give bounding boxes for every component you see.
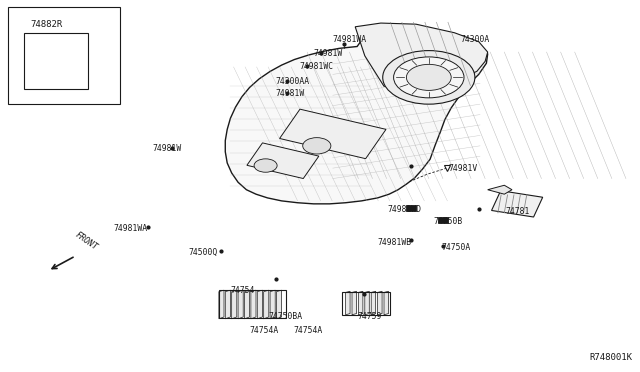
Polygon shape bbox=[371, 291, 376, 315]
Text: 74981WB: 74981WB bbox=[378, 238, 412, 247]
Text: 74981WA: 74981WA bbox=[333, 35, 367, 44]
Polygon shape bbox=[488, 185, 512, 194]
Polygon shape bbox=[257, 290, 262, 319]
Text: 74882R: 74882R bbox=[31, 20, 63, 29]
Text: 74759: 74759 bbox=[357, 312, 381, 321]
Text: 74981W: 74981W bbox=[314, 49, 343, 58]
Circle shape bbox=[394, 57, 464, 98]
Polygon shape bbox=[384, 291, 388, 315]
Text: R748001K: R748001K bbox=[589, 353, 632, 362]
Text: 74300A: 74300A bbox=[461, 35, 490, 44]
Polygon shape bbox=[276, 290, 282, 319]
Text: 74754: 74754 bbox=[230, 286, 255, 295]
Text: 74781: 74781 bbox=[506, 207, 530, 216]
Text: 74981WA: 74981WA bbox=[114, 224, 148, 233]
Polygon shape bbox=[355, 23, 488, 86]
Polygon shape bbox=[270, 290, 275, 319]
Bar bbox=[24, 33, 88, 89]
Text: 74981W: 74981W bbox=[275, 89, 305, 98]
Text: 74300AA: 74300AA bbox=[275, 77, 309, 86]
Circle shape bbox=[254, 159, 277, 172]
Polygon shape bbox=[280, 109, 386, 159]
Text: 74750B: 74750B bbox=[434, 217, 463, 226]
Polygon shape bbox=[365, 291, 369, 315]
Circle shape bbox=[303, 138, 331, 154]
Text: 74750BA: 74750BA bbox=[269, 312, 303, 321]
Text: 74754A: 74754A bbox=[293, 326, 323, 335]
Polygon shape bbox=[244, 290, 250, 319]
Polygon shape bbox=[492, 191, 543, 217]
Text: 74981WC: 74981WC bbox=[300, 62, 333, 71]
Polygon shape bbox=[251, 290, 256, 319]
Polygon shape bbox=[247, 143, 319, 179]
Polygon shape bbox=[232, 290, 237, 319]
Circle shape bbox=[406, 64, 451, 90]
Bar bbox=[8, 7, 120, 104]
Text: 74981WD: 74981WD bbox=[387, 205, 421, 214]
Text: 74500Q: 74500Q bbox=[189, 248, 218, 257]
Text: 74750A: 74750A bbox=[442, 243, 471, 252]
Polygon shape bbox=[352, 291, 356, 315]
Polygon shape bbox=[238, 290, 243, 319]
Polygon shape bbox=[225, 290, 230, 319]
Bar bbox=[406, 205, 416, 211]
Polygon shape bbox=[225, 27, 488, 204]
Polygon shape bbox=[346, 291, 350, 315]
Polygon shape bbox=[264, 290, 269, 319]
Polygon shape bbox=[219, 290, 224, 319]
Polygon shape bbox=[358, 291, 363, 315]
Polygon shape bbox=[378, 291, 382, 315]
Text: FRONT: FRONT bbox=[74, 231, 99, 252]
Text: 74981V: 74981V bbox=[448, 164, 477, 173]
Text: 74981W: 74981W bbox=[152, 144, 182, 153]
Circle shape bbox=[383, 51, 475, 104]
Bar bbox=[438, 217, 448, 223]
Text: 74754A: 74754A bbox=[250, 326, 279, 335]
